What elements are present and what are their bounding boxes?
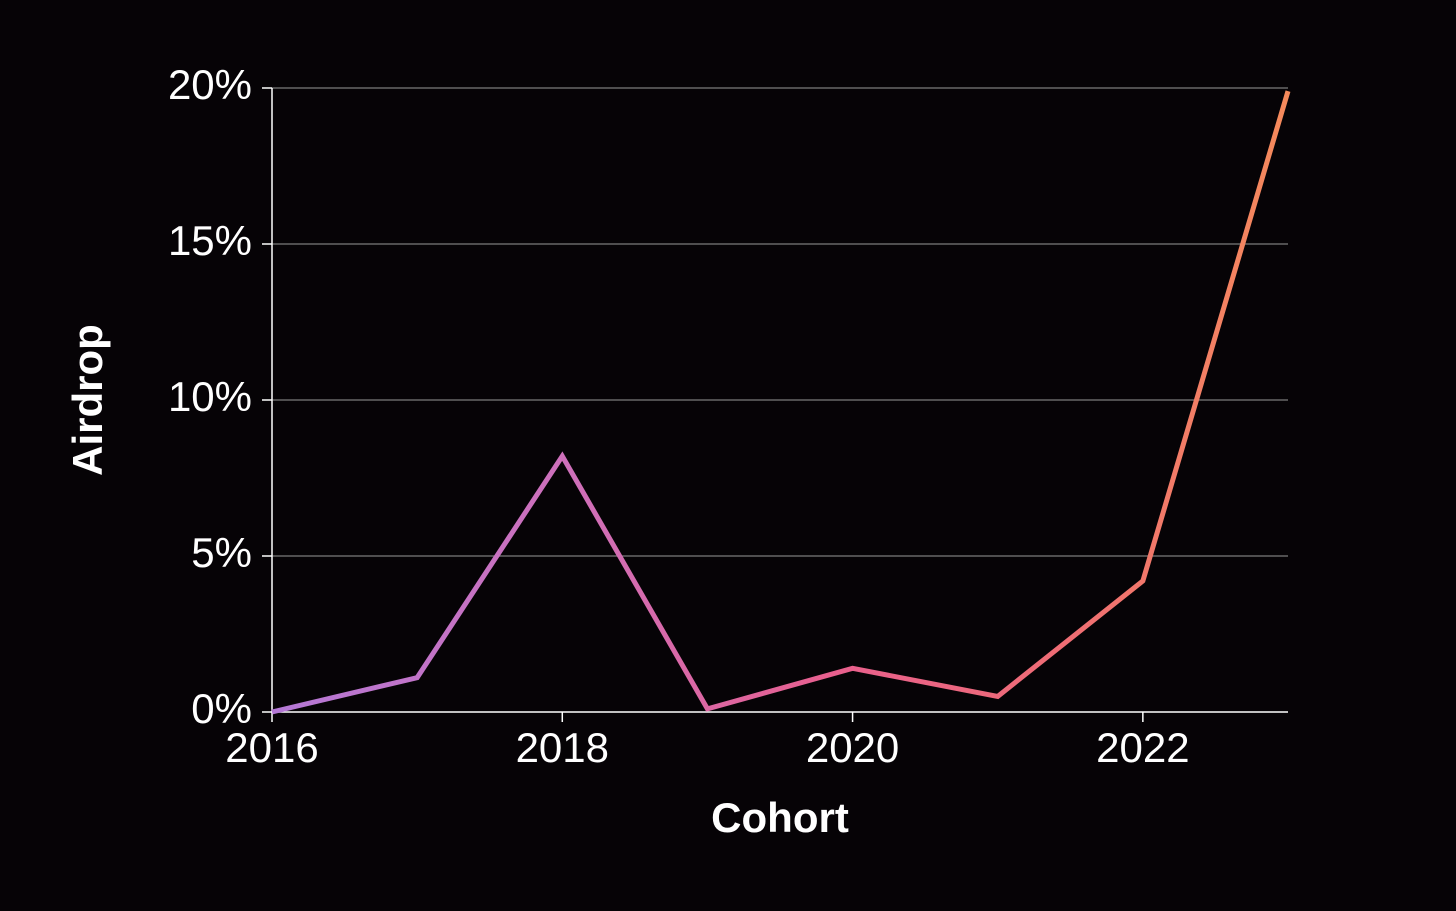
chart-background [0, 0, 1456, 911]
y-tick-label: 5% [191, 529, 252, 576]
y-tick-label: 15% [168, 217, 252, 264]
y-tick-label: 10% [168, 373, 252, 420]
x-tick-label: 2022 [1096, 724, 1189, 771]
y-tick-label: 20% [168, 61, 252, 108]
y-axis-title: Airdrop [64, 324, 111, 476]
x-axis-title: Cohort [711, 794, 849, 841]
x-tick-label: 2016 [225, 724, 318, 771]
airdrop-cohort-chart: 0%5%10%15%20%2016201820202022CohortAirdr… [0, 0, 1456, 911]
x-tick-label: 2020 [806, 724, 899, 771]
chart-svg: 0%5%10%15%20%2016201820202022CohortAirdr… [0, 0, 1456, 911]
x-tick-label: 2018 [516, 724, 609, 771]
